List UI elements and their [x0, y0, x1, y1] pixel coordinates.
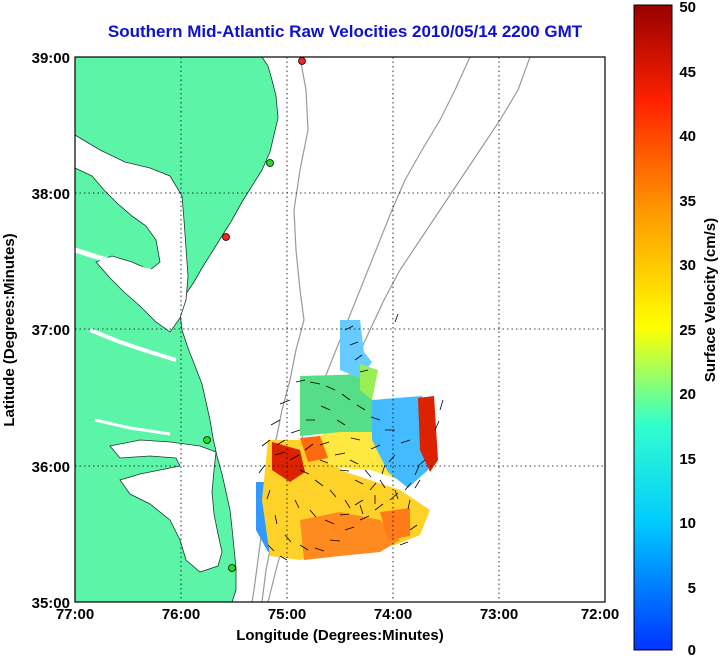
velocity-vectors-fringe	[267, 313, 444, 561]
velocity-cell-region	[340, 320, 372, 378]
colorbar-tick-label: 15	[679, 451, 696, 468]
colorbar-tick-label: 25	[679, 322, 696, 339]
y-tick-label: 36:00	[32, 459, 70, 476]
colorbar-tick-label: 20	[679, 386, 696, 403]
velocity-cell-region	[300, 374, 372, 436]
y-tick-label: 39:00	[32, 50, 70, 67]
station-marker	[203, 436, 211, 444]
colorbar-tick-label: 30	[679, 257, 696, 274]
colorbar-tick-label: 0	[688, 642, 696, 659]
colorbar-ticks: 50 45 40 35 30 25 20 15 10 5 0	[679, 0, 696, 659]
colorbar-tick-label: 5	[688, 580, 696, 597]
stations	[203, 57, 306, 572]
colorbar-label: Surface Velocity (cm/s)	[702, 218, 719, 382]
x-axis-ticks: 77:00 76:00 75:00 74:00 73:00 72:00	[56, 606, 619, 623]
x-tick-label: 76:00	[162, 606, 200, 623]
velocity-cell-region	[360, 364, 378, 400]
chesapeake-bay	[75, 134, 189, 333]
potomac-river	[75, 247, 161, 277]
x-tick-label: 73:00	[480, 606, 518, 623]
y-tick-label: 38:00	[32, 186, 70, 203]
station-marker	[266, 159, 274, 167]
map-title: Southern Mid-Atlantic Raw Velocities 201…	[107, 22, 583, 41]
x-tick-label: 75:00	[268, 606, 306, 623]
x-tick-label: 74:00	[374, 606, 412, 623]
y-tick-label: 37:00	[32, 322, 70, 339]
y-axis-label: Latitude (Degrees:Minutes)	[1, 233, 18, 426]
station-marker	[222, 233, 230, 241]
y-axis-ticks: 39:00 38:00 37:00 36:00 35:00	[32, 50, 70, 612]
velocity-cell-region	[418, 396, 438, 472]
colorbar-tick-label: 10	[679, 515, 696, 532]
velocity-cell-region	[300, 436, 328, 462]
colorbar	[633, 4, 673, 651]
velocity-vectors	[258, 379, 426, 552]
velocity-cell-region	[380, 508, 410, 540]
velocity-cell-region	[272, 442, 305, 482]
velocity-cell-region	[300, 512, 400, 560]
grid-lines	[75, 57, 605, 602]
velocity-field	[256, 313, 444, 561]
plot-frame	[74, 56, 606, 603]
river-inlet	[89, 328, 177, 362]
colorbar-tick-label: 40	[679, 128, 696, 145]
colorbar-tick-label: 35	[679, 193, 696, 210]
y-tick-label: 35:00	[32, 595, 70, 612]
colorbar-tick-label: 45	[679, 64, 696, 81]
colorbar-tick-label: 50	[679, 0, 696, 16]
station-marker	[298, 57, 306, 65]
station-marker	[228, 564, 236, 572]
river-inlet-2	[94, 418, 171, 436]
x-axis-label: Longitude (Degrees:Minutes)	[236, 627, 444, 644]
velocity-cell-region	[372, 396, 432, 488]
x-tick-label: 77:00	[56, 606, 94, 623]
x-tick-label: 72:00	[581, 606, 619, 623]
